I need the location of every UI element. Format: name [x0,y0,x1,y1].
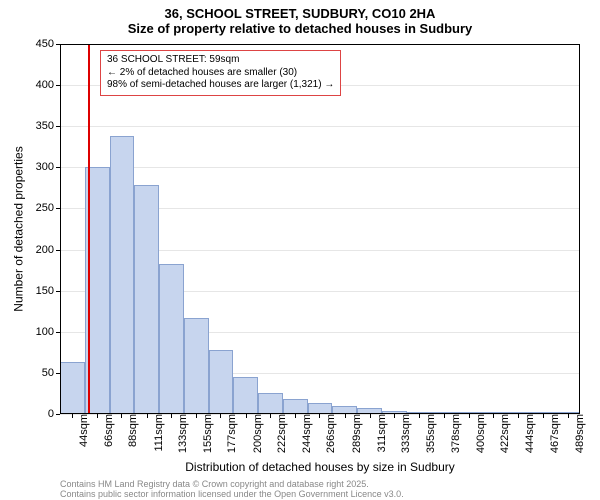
callout-line: ← 2% of detached houses are smaller (30) [107,67,334,80]
x-tick-label: 244sqm [299,414,313,453]
x-tick-label: 133sqm [175,414,189,453]
histogram-bar [332,406,357,414]
x-tick-mark [270,414,271,418]
x-tick-mark [171,414,172,418]
x-tick-mark [72,414,73,418]
x-tick-label: 444sqm [522,414,536,453]
y-tick-label: 100 [36,326,60,338]
callout-line: 36 SCHOOL STREET: 59sqm [107,54,334,67]
gridline [60,126,580,127]
x-tick-label: 111sqm [151,414,165,452]
histogram-bar [233,377,258,414]
chart-container: 36, SCHOOL STREET, SUDBURY, CO10 2HA Siz… [0,0,600,500]
x-tick-mark [147,414,148,418]
histogram-bar [159,264,184,414]
x-tick-label: 177sqm [224,414,238,453]
x-tick-label: 333sqm [398,414,412,453]
histogram-bar [308,403,333,414]
y-tick-label: 250 [36,202,60,214]
x-tick-mark [196,414,197,418]
x-tick-label: 155sqm [200,414,214,453]
histogram-bar [184,318,209,414]
x-tick-mark [121,414,122,418]
histogram-bar [209,350,234,414]
x-tick-label: 222sqm [274,414,288,453]
x-tick-label: 422sqm [497,414,511,453]
gridline [60,44,580,45]
x-tick-label: 378sqm [448,414,462,453]
y-tick-label: 150 [36,285,60,297]
y-tick-label: 0 [48,408,60,420]
chart-title-sub: Size of property relative to detached ho… [0,21,600,38]
x-tick-mark [319,414,320,418]
y-tick-label: 450 [36,38,60,50]
histogram-bar [258,393,283,414]
y-tick-label: 200 [36,244,60,256]
x-tick-label: 289sqm [349,414,363,453]
x-tick-mark [295,414,296,418]
histogram-bar [134,185,159,414]
callout-box: 36 SCHOOL STREET: 59sqm← 2% of detached … [100,50,341,96]
histogram-bar [283,399,308,414]
x-tick-mark [97,414,98,418]
y-tick-label: 400 [36,79,60,91]
footer-line-2: Contains public sector information licen… [60,490,404,500]
x-tick-label: 489sqm [572,414,586,453]
x-tick-mark [246,414,247,418]
x-tick-mark [220,414,221,418]
x-tick-mark [493,414,494,418]
y-tick-label: 50 [42,367,60,379]
chart-footer: Contains HM Land Registry data © Crown c… [60,480,404,500]
x-tick-mark [444,414,445,418]
x-tick-label: 400sqm [473,414,487,453]
x-tick-label: 467sqm [547,414,561,453]
x-axis-title: Distribution of detached houses by size … [60,460,580,474]
y-tick-label: 300 [36,161,60,173]
x-tick-label: 355sqm [423,414,437,453]
gridline [60,167,580,168]
y-axis-title: Number of detached properties [12,44,26,414]
property-marker-line [88,44,90,414]
x-tick-mark [568,414,569,418]
x-tick-mark [543,414,544,418]
x-tick-mark [419,414,420,418]
x-tick-label: 88sqm [125,414,139,447]
x-tick-mark [345,414,346,418]
histogram-bar [60,362,85,414]
x-tick-mark [518,414,519,418]
x-tick-mark [370,414,371,418]
callout-line: 98% of semi-detached houses are larger (… [107,79,334,92]
chart-title-main: 36, SCHOOL STREET, SUDBURY, CO10 2HA [0,0,600,21]
x-tick-label: 66sqm [101,414,115,447]
x-tick-label: 311sqm [374,414,388,452]
histogram-bar [110,136,135,414]
x-tick-mark [469,414,470,418]
x-tick-mark [394,414,395,418]
x-tick-label: 200sqm [250,414,264,453]
y-tick-label: 350 [36,120,60,132]
x-tick-label: 44sqm [76,414,90,447]
plot-area: 05010015020025030035040045044sqm66sqm88s… [60,44,580,414]
x-tick-label: 266sqm [323,414,337,453]
